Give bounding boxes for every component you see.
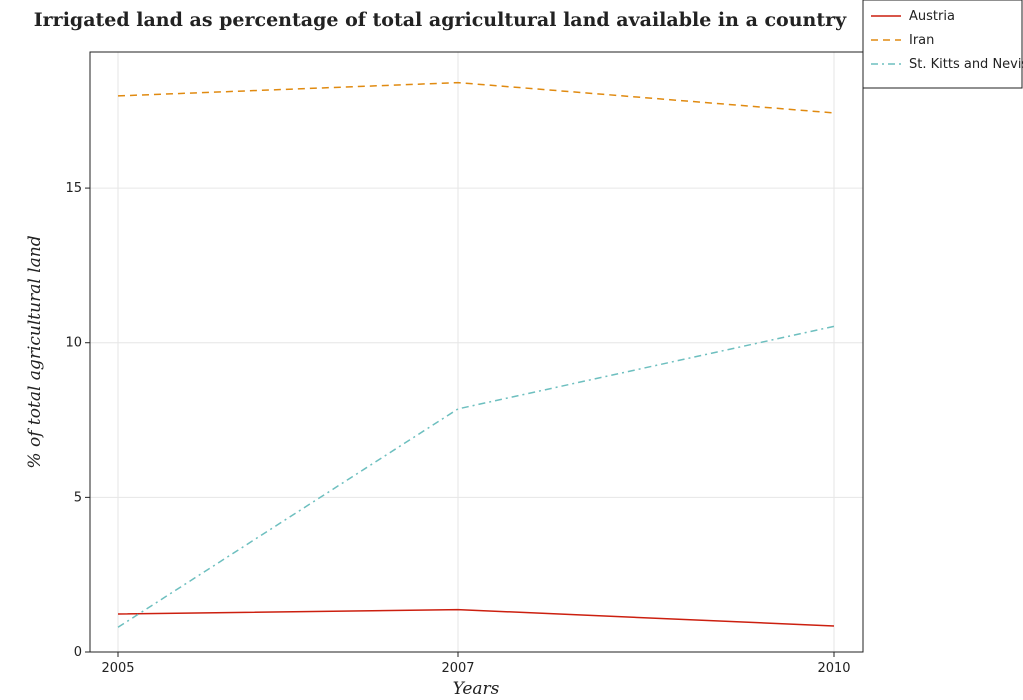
y-tick-label: 15 [65, 181, 82, 196]
x-axis-ticks: 2005 2007 2010 [101, 652, 851, 676]
x-axis-label: Years [453, 679, 500, 699]
series-lines [117, 81, 835, 628]
legend-box [862, 0, 1023, 89]
y-tick-label: 5 [74, 490, 82, 505]
grid [90, 52, 863, 653]
legend-label: Austria [909, 9, 955, 24]
chart-title: Irrigated land as percentage of total ag… [34, 9, 847, 31]
y-tick-label: 0 [74, 645, 82, 660]
series-line-austria [117, 608, 835, 627]
plot-frame [89, 51, 864, 653]
x-tick-label: 2005 [101, 661, 134, 676]
x-tick-label: 2010 [817, 661, 850, 676]
y-axis-label: % of total agricultural land [25, 235, 45, 468]
legend-label: Iran [909, 33, 934, 48]
legend-label: St. Kitts and Nevis [909, 57, 1023, 72]
legend: Austria Iran St. Kitts and Nevis [862, 0, 1023, 89]
x-tick-label: 2007 [441, 661, 474, 676]
series-line-st-kitts-and-nevis [117, 325, 835, 628]
series-line-iran [117, 81, 835, 114]
y-axis-ticks: 0 5 10 15 [65, 181, 90, 660]
y-tick-label: 10 [65, 336, 82, 351]
